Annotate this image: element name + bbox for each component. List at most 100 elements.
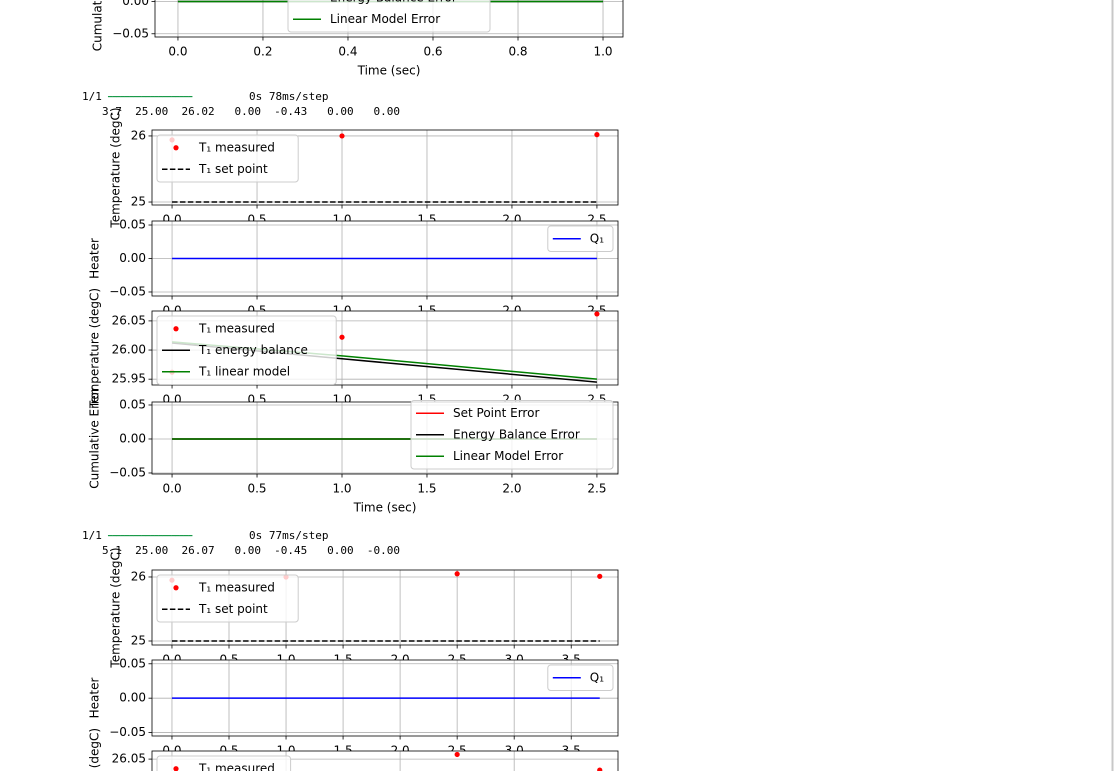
log-time: 0s 77ms/step bbox=[249, 529, 328, 542]
legend-label: T₁ measured bbox=[198, 580, 275, 594]
legend-box bbox=[156, 574, 299, 623]
x-axis-label: Time (sec) bbox=[353, 501, 417, 515]
legend: T₁ measured T₁ set point bbox=[156, 574, 299, 623]
legend-label: Set Point Error bbox=[453, 406, 539, 420]
x-tick-label: 0.6 bbox=[423, 45, 442, 59]
axes-frame bbox=[151, 569, 619, 646]
axes-frame bbox=[151, 750, 619, 771]
y-tick-label: −0.05 bbox=[112, 26, 149, 40]
data-point bbox=[594, 132, 600, 138]
data-point bbox=[454, 751, 460, 758]
data-point bbox=[454, 571, 460, 577]
log-progress-bar: ━━━━━━━━━━━━━━━━━━━━ bbox=[107, 532, 193, 540]
y-tick-label: 0.00 bbox=[122, 0, 149, 8]
legend-label: T₁ linear model bbox=[198, 364, 290, 378]
legend-box bbox=[156, 755, 292, 771]
legend-label: Energy Balance Error bbox=[330, 0, 457, 4]
y-tick-label: 25 bbox=[131, 195, 146, 209]
y-tick-label: 0.00 bbox=[119, 251, 146, 265]
legend-box bbox=[156, 134, 299, 183]
x-tick-label: 0.0 bbox=[163, 482, 182, 496]
data-point bbox=[597, 573, 603, 579]
y-tick-label: 0.05 bbox=[119, 656, 146, 670]
panel: 0.0 0.5 1.0 1.5 2.0 2.5 3.0 3.5−0.050.000.05Hea… bbox=[88, 656, 619, 758]
axes-frame bbox=[151, 310, 619, 386]
y-tick-label: 25.95 bbox=[112, 372, 146, 386]
legend-marker bbox=[173, 766, 179, 771]
legend-label: T₁ measured bbox=[198, 321, 275, 335]
x-tick-label: 0.2 bbox=[253, 45, 272, 59]
axes-frame bbox=[154, 0, 624, 38]
panel: 0.0 0.5 1.0 1.5 2.0 2.5 −0.05 0.00 0.05 Cumulativ… bbox=[88, 387, 619, 515]
data-point bbox=[597, 767, 603, 771]
y-tick-label: 0.05 bbox=[119, 218, 146, 232]
legend-marker bbox=[173, 145, 179, 151]
legend-label: T₁ set point bbox=[198, 602, 268, 616]
legend: T₁ measured T₁ energy balance T₁ linear mo… bbox=[156, 315, 337, 385]
legend-label: Q₁ bbox=[590, 670, 604, 684]
y-tick-label: 0.05 bbox=[119, 397, 146, 411]
log-row: 3.7 25.00 26.02 0.00 -0.43 0.00 0.00 bbox=[102, 105, 400, 118]
legend-label: T₁ set point bbox=[198, 162, 268, 176]
legend: Q₁ bbox=[547, 225, 614, 252]
x-tick-label: 0.4 bbox=[338, 45, 357, 59]
legend-box bbox=[287, 0, 491, 33]
legend: T₁ measured bbox=[156, 755, 292, 771]
x-tick-label: 1.0 bbox=[593, 45, 612, 59]
x-tick-label: 2.5 bbox=[587, 482, 606, 496]
legend: Energy Balance Error Linear Model Error bbox=[287, 0, 491, 33]
x-tick-label: 0.5 bbox=[247, 482, 266, 496]
legend-box bbox=[410, 400, 614, 470]
legend-label: Q₁ bbox=[590, 231, 604, 245]
legend-label: Linear Model Error bbox=[453, 449, 563, 463]
y-tick-label: 0.00 bbox=[119, 691, 146, 705]
legend-label: T₁ energy balance bbox=[198, 343, 308, 357]
y-tick-label: −0.05 bbox=[109, 284, 146, 298]
data-point bbox=[594, 311, 600, 317]
y-axis-label: Heater bbox=[88, 238, 102, 279]
legend: T₁ measured T₁ set point bbox=[156, 134, 299, 183]
legend-box bbox=[156, 315, 337, 385]
axes-frame bbox=[151, 129, 619, 206]
legend-label: Energy Balance Error bbox=[453, 427, 580, 441]
x-tick-label: 0.0 bbox=[168, 45, 187, 59]
log-row: 5.1 25.00 26.07 0.00 -0.45 0.00 -0.00 bbox=[102, 544, 400, 557]
log-time: 0s 78ms/step bbox=[249, 90, 328, 103]
x-axis-label: Time (sec) bbox=[357, 64, 421, 78]
y-tick-label: 26 bbox=[131, 128, 146, 142]
y-tick-label: −0.05 bbox=[109, 725, 146, 739]
x-tick-label: 1.5 bbox=[417, 482, 436, 496]
legend-label: T₁ measured bbox=[198, 761, 275, 771]
y-tick-label: 26.00 bbox=[112, 343, 146, 357]
panel: 0.0 0.2 0.4 0.6 0.8 1.0 −0.05 0.00 Cumulative Er… bbox=[91, 0, 624, 78]
y-tick-label: 26.05 bbox=[112, 752, 146, 766]
y-tick-label: 0.00 bbox=[119, 431, 146, 445]
y-axis-label: Cumulative Error bbox=[88, 387, 102, 489]
legend-label: Linear Model Error bbox=[330, 12, 440, 26]
log-step: 1/1 bbox=[82, 90, 102, 103]
log-step: 1/1 bbox=[82, 529, 102, 542]
y-axis-label: Temperature (degC) bbox=[88, 288, 102, 409]
data-point bbox=[339, 133, 345, 139]
data-point bbox=[339, 334, 345, 340]
legend-marker bbox=[173, 585, 179, 591]
y-axis-label: Temperature (degC) bbox=[109, 107, 123, 228]
y-tick-label: 25 bbox=[131, 633, 146, 647]
y-tick-label: 26.05 bbox=[112, 313, 146, 327]
y-tick-label: −0.05 bbox=[109, 465, 146, 479]
x-tick-label: 0.8 bbox=[508, 45, 527, 59]
y-axis-label: Cumulative Error bbox=[91, 0, 105, 51]
legend-label: T₁ measured bbox=[198, 140, 275, 154]
x-tick-label: 1.0 bbox=[332, 482, 351, 496]
y-axis-label: Temperature (degC) bbox=[109, 547, 123, 668]
legend-marker bbox=[173, 326, 179, 332]
x-tick-label: 2.0 bbox=[502, 482, 521, 496]
y-axis-label: Temperature (degC) bbox=[88, 728, 102, 771]
legend: Q₁ bbox=[547, 664, 614, 691]
log-progress-bar: ━━━━━━━━━━━━━━━━━━━━ bbox=[107, 93, 193, 101]
